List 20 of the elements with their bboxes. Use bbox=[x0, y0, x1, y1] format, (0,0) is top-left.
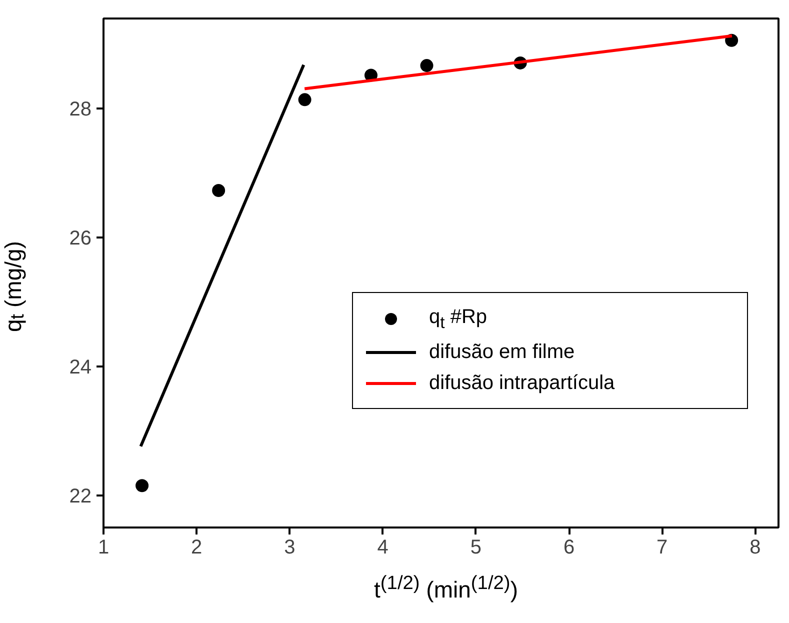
y-tick-label: 22 bbox=[69, 485, 92, 508]
y-tick-label: 28 bbox=[69, 98, 92, 121]
x-tick-label: 3 bbox=[284, 536, 296, 558]
point bbox=[136, 479, 149, 492]
point bbox=[420, 59, 434, 72]
x-tick-label: 2 bbox=[191, 536, 202, 558]
legend-label: difusão intrapartícula bbox=[428, 371, 616, 396]
y-tick-label: 24 bbox=[69, 356, 92, 378]
x-tick-label: 1 bbox=[98, 536, 110, 558]
x-tick-label: 5 bbox=[470, 536, 482, 558]
legend-label: difusão em filme bbox=[428, 340, 576, 365]
y-tick-label: 26 bbox=[69, 228, 92, 250]
x-tick-label: 6 bbox=[563, 536, 575, 558]
x-axis-title: t$^{(1/2)}$ (min$^{(1/2)}$) bbox=[373, 573, 519, 604]
point bbox=[212, 184, 226, 198]
point bbox=[298, 93, 312, 106]
x-tick-label: 8 bbox=[750, 536, 761, 558]
x-tick-label: 7 bbox=[656, 536, 668, 558]
x-tick-label: 4 bbox=[377, 536, 388, 558]
legend-label: q$_{t}$ #Rp bbox=[428, 305, 488, 334]
